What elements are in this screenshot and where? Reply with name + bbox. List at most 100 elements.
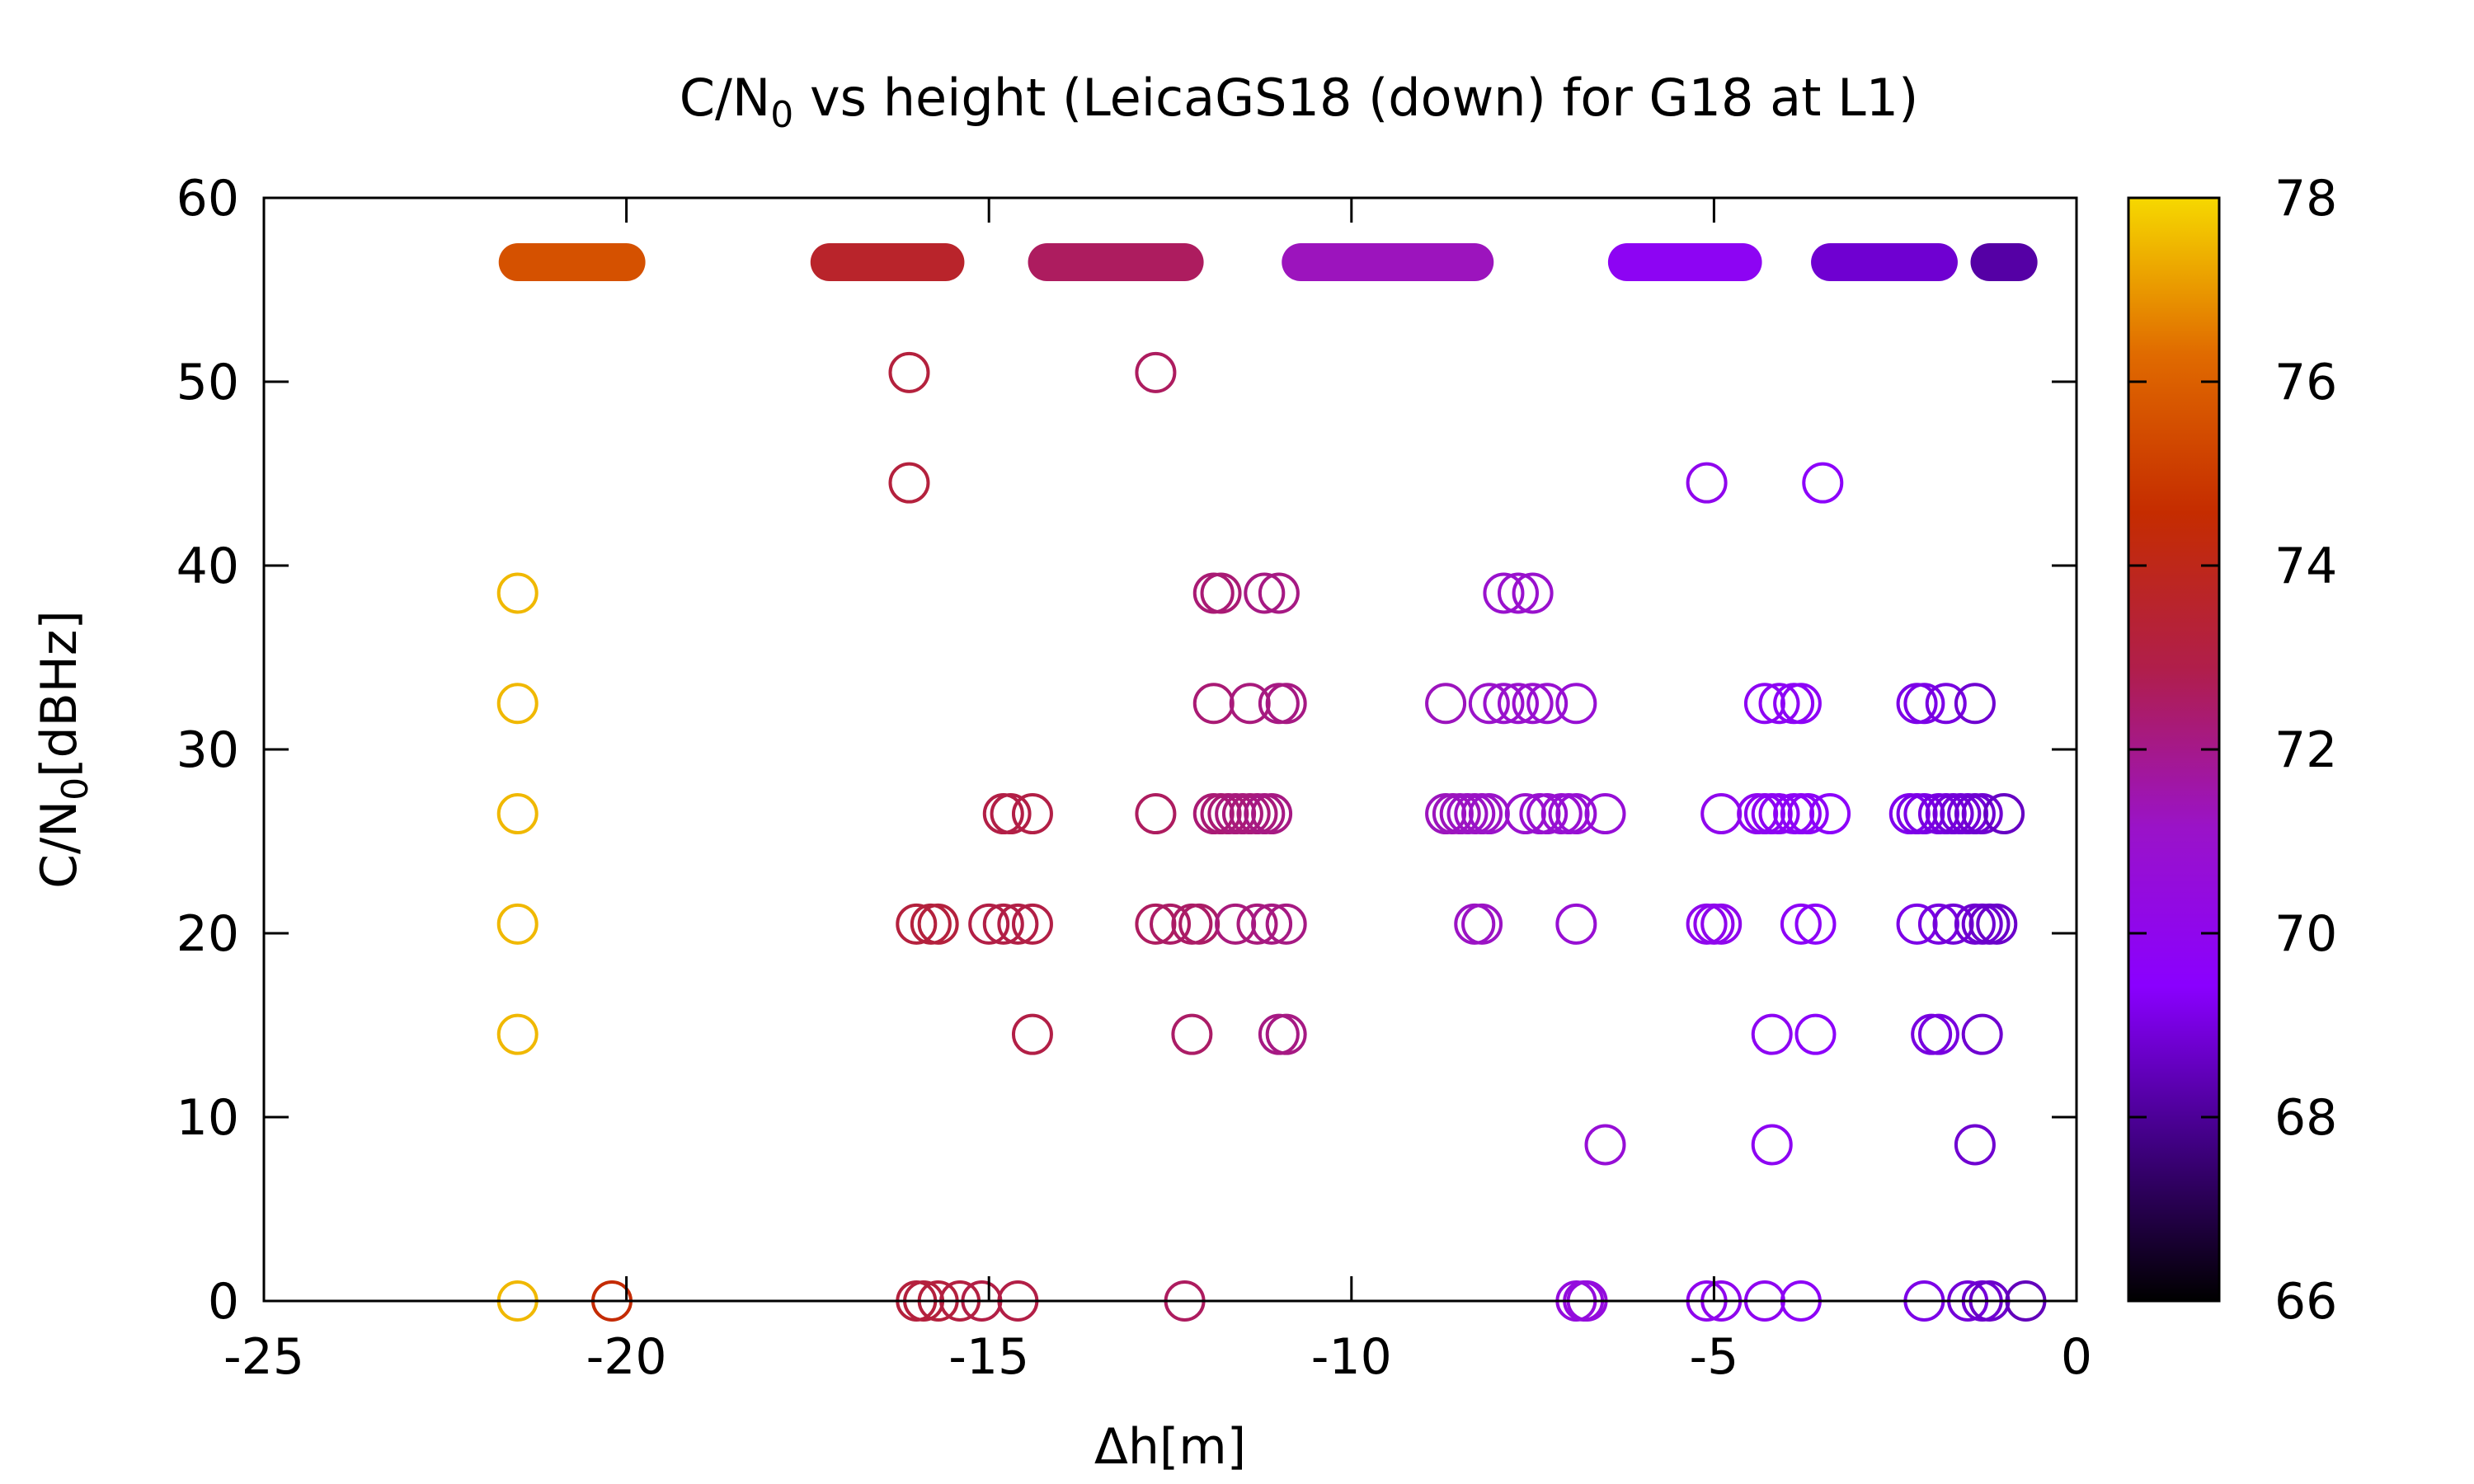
data-point-0 xyxy=(496,572,539,614)
y-tick-label-0: 0 xyxy=(208,1273,239,1331)
data-point-7 xyxy=(888,351,930,393)
x-tick-label-0: -25 xyxy=(223,1328,304,1386)
colorbar-axis: 66 68 70 72 74 76 78 xyxy=(2128,170,2337,1331)
y-tick-label-5: 50 xyxy=(176,354,239,411)
data-point-108 xyxy=(1751,1013,1793,1055)
plot-area xyxy=(496,243,2047,1322)
data-point-83 xyxy=(1555,903,1597,945)
data-point-2 xyxy=(496,793,539,835)
x-tick-label-3: -10 xyxy=(1311,1328,1392,1386)
data-point-19 xyxy=(1011,793,1053,835)
data-point-29 xyxy=(1135,903,1177,945)
data-point-118 xyxy=(1954,683,1996,725)
data-point-131 xyxy=(1917,903,1959,945)
data-point-132 xyxy=(1932,903,1974,945)
chart-title: C/N0 vs height (LeicaGS18 (down) for G18… xyxy=(680,68,1919,136)
data-point-50 xyxy=(1251,793,1293,835)
data-point-139 xyxy=(1961,1013,2003,1055)
data-point-106 xyxy=(1780,903,1822,945)
data-point-130 xyxy=(1896,903,1938,945)
y-tick-label-2: 20 xyxy=(176,905,239,963)
data-point-101 xyxy=(1787,793,1829,835)
x-tick-label-4: -5 xyxy=(1689,1328,1738,1386)
data-point-93 xyxy=(1780,683,1822,725)
data-point-1 xyxy=(496,683,539,725)
data-point-140 xyxy=(1954,1124,1996,1166)
y-axis: 0 10 20 30 40 50 60 xyxy=(176,170,2077,1331)
data-point-39 xyxy=(1229,683,1271,725)
data-point-30 xyxy=(1150,903,1191,945)
data-point-37 xyxy=(1258,572,1300,614)
data-point-80 xyxy=(1584,793,1626,835)
colorbar-tick-label-0: 66 xyxy=(2274,1273,2337,1331)
y-tick-label-1: 10 xyxy=(176,1089,239,1147)
data-point-91 xyxy=(1758,683,1800,725)
data-point-64 xyxy=(1512,683,1554,725)
data-point-15 xyxy=(997,903,1039,945)
data-point-38 xyxy=(1192,683,1235,725)
data-point-18 xyxy=(990,793,1032,835)
x-axis: -25 -20 -15 -10 -5 0 xyxy=(223,198,2092,1386)
x-tick-label-5: 0 xyxy=(2061,1328,2092,1386)
data-point-74 xyxy=(1504,793,1546,835)
plot-frame xyxy=(262,196,2078,1303)
y-axis-label: C/N0[dBHz] xyxy=(31,610,96,889)
data-point-60 xyxy=(1425,683,1467,725)
colorbar-tick-label-3: 72 xyxy=(2274,721,2337,779)
colorbar-tick-label-1: 68 xyxy=(2274,1089,2337,1147)
data-point-36 xyxy=(1244,572,1286,614)
data-point-136 xyxy=(1976,903,2018,945)
data-point-89 xyxy=(1802,462,1844,504)
data-point-20 xyxy=(1011,1013,1053,1055)
data-point-57 xyxy=(1483,572,1525,614)
x-axis-label: Δh[m] xyxy=(1094,1418,1246,1476)
data-point-56 xyxy=(1265,1013,1307,1055)
y-tick-label-3: 30 xyxy=(176,721,239,779)
data-point-28 xyxy=(1135,793,1177,835)
data-point-117 xyxy=(1925,683,1967,725)
x-tick-label-1: -20 xyxy=(586,1328,667,1386)
data-point-79 xyxy=(1555,793,1597,835)
data-point-58 xyxy=(1498,572,1540,614)
data-point-35 xyxy=(1200,572,1242,614)
data-point-10 xyxy=(896,903,938,945)
data-point-98 xyxy=(1758,793,1800,835)
data-point-116 xyxy=(1903,683,1945,725)
x-tick-label-2: -15 xyxy=(948,1328,1029,1386)
data-point-52 xyxy=(1236,903,1278,945)
data-point-9 xyxy=(1135,351,1177,393)
data-point-33 xyxy=(1171,1013,1213,1055)
data-point-32 xyxy=(1178,903,1221,945)
data-point-41 xyxy=(1265,683,1307,725)
data-point-102 xyxy=(1809,793,1851,835)
data-point-8 xyxy=(888,462,930,504)
data-point-62 xyxy=(1483,683,1525,725)
data-point-73 xyxy=(1468,793,1510,835)
data-point-54 xyxy=(1265,903,1307,945)
data-point-128 xyxy=(1961,793,2003,835)
y-tick-label-6: 60 xyxy=(176,170,239,228)
colorbar-tick-label-5: 76 xyxy=(2274,354,2337,411)
data-point-107 xyxy=(1794,903,1837,945)
data-point-138 xyxy=(1917,1013,1959,1055)
data-point-90 xyxy=(1743,683,1785,725)
data-point-105 xyxy=(1700,903,1743,945)
data-point-88 xyxy=(1686,462,1728,504)
colorbar-tick-label-6: 78 xyxy=(2274,170,2337,228)
y-tick-label-4: 40 xyxy=(176,538,239,595)
data-point-76 xyxy=(1526,793,1569,835)
data-point-12 xyxy=(917,903,959,945)
data-point-16 xyxy=(1011,903,1053,945)
data-point-84 xyxy=(1584,1124,1626,1166)
colorbar-tick-label-2: 70 xyxy=(2274,905,2337,963)
data-point-3 xyxy=(496,903,539,945)
data-point-51 xyxy=(1215,903,1257,945)
data-point-109 xyxy=(1794,1013,1837,1055)
data-point-14 xyxy=(982,903,1024,945)
data-point-121 xyxy=(1903,793,1945,835)
data-point-61 xyxy=(1468,683,1510,725)
data-point-129 xyxy=(1983,793,2025,835)
colorbar-tick-label-4: 74 xyxy=(2274,538,2337,595)
data-point-13 xyxy=(968,903,1010,945)
